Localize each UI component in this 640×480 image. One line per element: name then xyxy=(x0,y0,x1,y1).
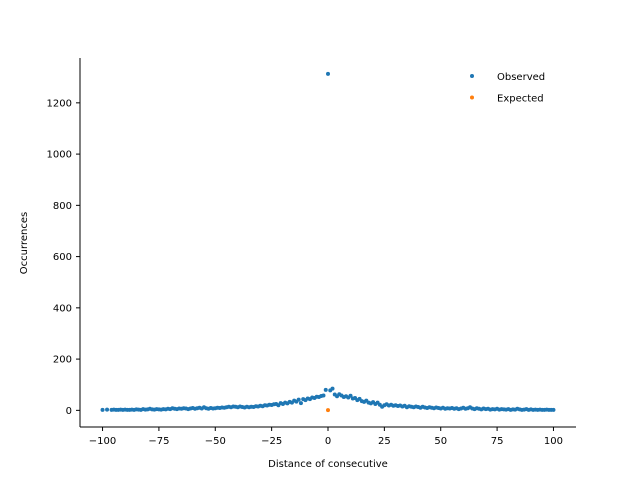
series-observed xyxy=(100,71,556,412)
x-axis: −100 −75 −50 −25 0 25 50 75 100 xyxy=(80,426,576,447)
y-tick-label: 1000 xyxy=(47,150,72,161)
x-tick-label: −75 xyxy=(148,436,169,447)
y-tick-label: 0 xyxy=(66,406,72,417)
data-point xyxy=(348,393,353,398)
data-point xyxy=(100,407,105,412)
y-tick-label: 1200 xyxy=(47,98,72,109)
legend-marker xyxy=(470,74,474,78)
plot-area xyxy=(100,71,556,413)
x-tick-label: 0 xyxy=(325,436,331,447)
data-point xyxy=(326,408,330,413)
y-tick-label: 400 xyxy=(53,303,72,314)
data-point xyxy=(105,407,110,412)
data-point xyxy=(321,393,326,398)
data-point xyxy=(296,397,301,402)
data-point xyxy=(551,407,556,412)
y-tick-label: 800 xyxy=(53,201,72,212)
y-tick-label: 600 xyxy=(53,252,72,263)
legend: Observed Expected xyxy=(470,72,545,105)
legend-label: Observed xyxy=(497,72,545,83)
y-axis-title: Occurrences xyxy=(19,212,30,274)
data-point xyxy=(323,387,328,392)
y-axis: 0 200 400 600 800 1000 1200 xyxy=(47,58,81,427)
x-tick-label: −100 xyxy=(89,436,116,447)
x-tick-label: −25 xyxy=(261,436,282,447)
data-point xyxy=(326,71,330,76)
y-tick-label: 200 xyxy=(53,355,72,366)
x-tick-label: 75 xyxy=(491,436,504,447)
data-point xyxy=(330,386,335,391)
x-tick-label: 50 xyxy=(434,436,447,447)
x-tick-label: 100 xyxy=(544,436,563,447)
x-axis-title: Distance of consecutive xyxy=(268,459,388,470)
x-tick-label: 25 xyxy=(378,436,391,447)
data-point xyxy=(298,401,303,406)
legend-marker xyxy=(470,95,474,100)
series-expected xyxy=(326,408,330,413)
x-tick-label: −50 xyxy=(205,436,226,447)
legend-label: Expected xyxy=(497,94,544,105)
